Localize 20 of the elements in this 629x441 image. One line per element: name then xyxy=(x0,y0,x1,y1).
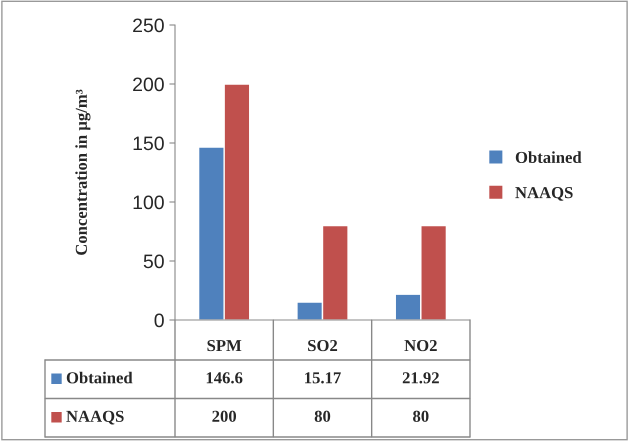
data-label: 200 xyxy=(212,410,236,422)
data-label: 15.17 xyxy=(305,372,341,384)
x-tick-label: SPM xyxy=(207,340,242,352)
data-label: 146.6 xyxy=(206,372,242,384)
y-tick-label: 250 xyxy=(133,18,164,32)
y-tick-label: 200 xyxy=(133,77,164,92)
data-label: 80 xyxy=(314,410,330,422)
legend-label: Obtained xyxy=(66,372,132,384)
y-axis-title: Concentration in µg/m³ xyxy=(75,90,90,255)
legend-label: NAAQS xyxy=(515,187,573,201)
y-tick-label: 100 xyxy=(134,195,164,210)
data-label: 80 xyxy=(413,410,429,422)
x-tick-label: SO2 xyxy=(308,340,338,352)
data-label: 21.92 xyxy=(402,372,439,384)
text: Obtained xyxy=(516,151,582,164)
y-tick-label: 50 xyxy=(144,254,164,268)
y-tick-label: 0 xyxy=(154,313,164,328)
text: NAAQS xyxy=(66,410,124,424)
y-tick-label: 150 xyxy=(134,136,164,150)
x-tick-label: NO2 xyxy=(404,340,437,352)
